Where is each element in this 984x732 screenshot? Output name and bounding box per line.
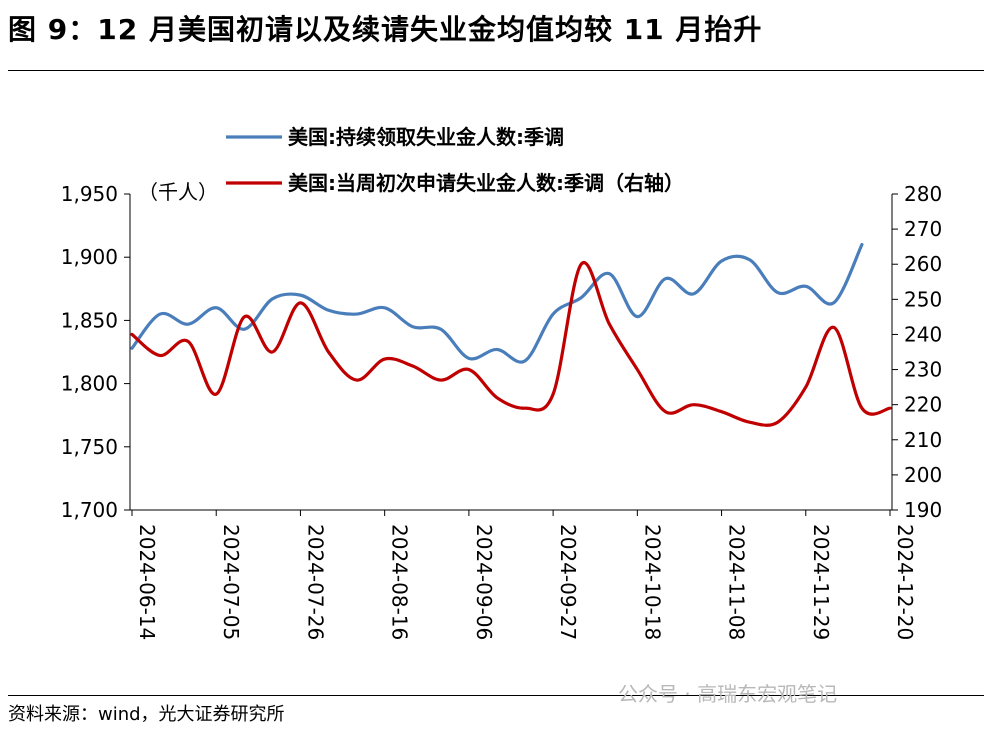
- left-tick-label: 1,850: [61, 308, 118, 332]
- right-axis-ticks: 190 200 210 220 230 240 250 260 270 280: [892, 182, 942, 522]
- x-tick-label: 2024-07-26: [303, 524, 327, 640]
- right-tick-label: 260: [904, 252, 942, 276]
- right-tick-label: 200: [904, 463, 942, 487]
- x-tick-label: 2024-12-20: [893, 524, 917, 640]
- right-tick-label: 230: [904, 358, 942, 382]
- x-tick-label: 2024-06-14: [135, 524, 159, 640]
- legend-label-initial: 美国:当周初次申请失业金人数:季调（右轴）: [288, 171, 684, 195]
- initial-claims-line: [130, 260, 892, 427]
- right-tick-label: 280: [904, 182, 942, 206]
- continuing-claims-line: [130, 242, 864, 364]
- right-tick-label: 220: [904, 393, 942, 417]
- title-divider: [8, 70, 984, 71]
- right-tick-label: 190: [904, 498, 942, 522]
- left-axis-unit: （千人）: [138, 180, 218, 204]
- x-tick-label: 2024-07-05: [219, 524, 243, 640]
- x-tick-label: 2024-09-06: [472, 524, 496, 640]
- left-tick-label: 1,950: [61, 182, 118, 206]
- source-divider: [8, 695, 984, 696]
- left-tick-label: 1,900: [61, 245, 118, 269]
- x-tick-label: 2024-11-29: [809, 524, 833, 640]
- figure-title: 图 9：12 月美国初请以及续请失业金均值均较 11 月抬升: [8, 13, 763, 46]
- right-tick-label: 240: [904, 322, 942, 346]
- x-tick-label: 2024-11-08: [725, 524, 749, 640]
- watermark: 公众号 · 高瑞东宏观笔记: [618, 682, 838, 706]
- right-tick-label: 210: [904, 428, 942, 452]
- right-tick-label: 270: [904, 217, 942, 241]
- right-tick-label: 250: [904, 287, 942, 311]
- left-tick-label: 1,800: [61, 372, 118, 396]
- x-tick-label: 2024-08-16: [388, 524, 412, 640]
- x-tick-label: 2024-10-18: [640, 524, 664, 640]
- left-axis-ticks: 1,700 1,750 1,800 1,850 1,900 1,950: [61, 182, 130, 522]
- x-tick-label: 2024-09-27: [556, 524, 580, 640]
- source-note: 资料来源：wind，光大证券研究所: [8, 704, 285, 725]
- axes: [129, 194, 893, 511]
- left-tick-label: 1,750: [61, 435, 118, 459]
- series-lines: [130, 242, 892, 427]
- legend-label-continuing: 美国:持续领取失业金人数:季调: [288, 125, 564, 149]
- x-axis-ticks: 2024-06-14 2024-07-05 2024-07-26 2024-08-16…: [131, 510, 917, 640]
- left-tick-label: 1,700: [61, 498, 118, 522]
